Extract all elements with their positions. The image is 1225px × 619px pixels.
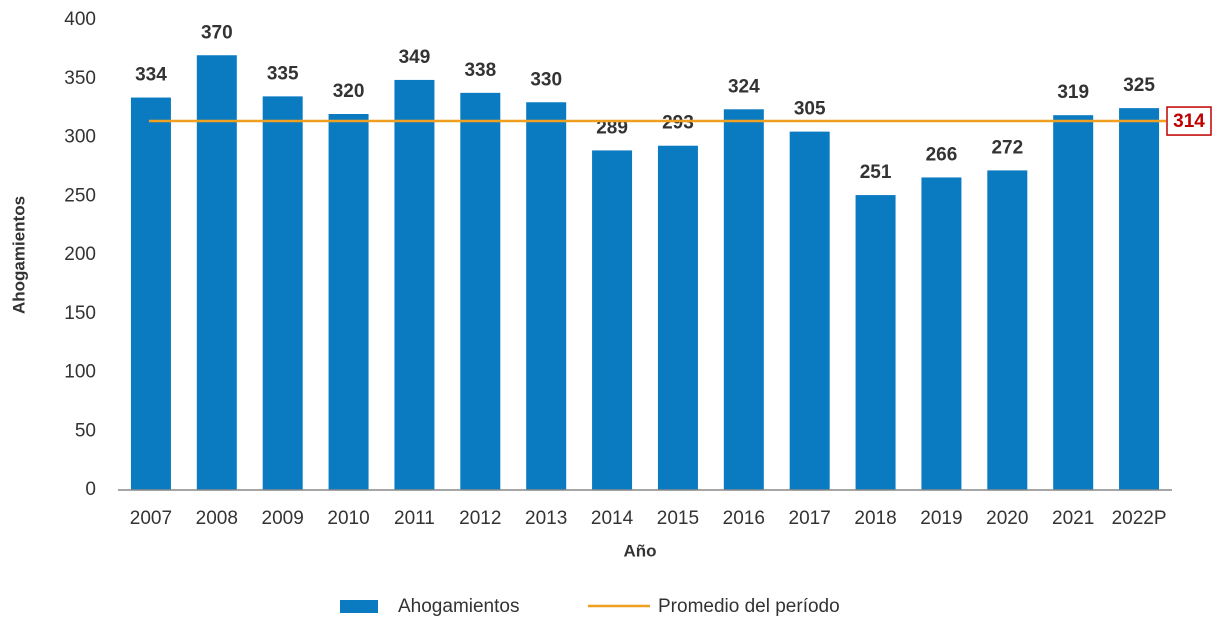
legend-label: Ahogamientos [398,596,519,617]
x-axis-label: Año [623,541,656,560]
bar [592,150,633,491]
bar [855,195,896,490]
bar [460,92,501,490]
value-label: 335 [267,63,299,84]
bar [657,145,698,490]
bar [526,102,567,490]
bar [1119,108,1160,490]
bar [394,79,435,491]
bar [262,96,303,490]
legend-label: Promedio del período [658,596,840,617]
value-label: 293 [662,113,694,134]
value-label: 370 [201,22,233,43]
y-tick-label: 300 [64,127,96,148]
average-label: 314 [1173,111,1205,132]
y-tick-label: 100 [64,362,96,383]
value-label: 305 [794,99,826,120]
x-tick-label: 2010 [327,508,369,529]
value-label: 320 [333,81,365,102]
x-tick-label: 2016 [723,508,765,529]
value-label: 325 [1123,75,1155,96]
value-label: 319 [1057,82,1089,103]
bar [130,97,171,491]
x-tick-label: 2014 [591,508,634,529]
y-axis-label: Ahogamientos [9,196,28,314]
value-label: 266 [926,144,958,165]
x-tick-label: 2009 [262,508,304,529]
x-tick-label: 2018 [854,508,896,529]
value-label: 330 [530,69,562,90]
value-label: 289 [596,117,628,138]
y-tick-label: 150 [64,303,96,324]
value-label: 272 [991,137,1023,158]
bar [196,55,237,490]
bar [1053,115,1094,491]
bar [723,109,764,491]
x-tick-label: 2020 [986,508,1028,529]
bar [921,177,962,490]
x-tick-label: 2008 [196,508,238,529]
y-tick-label: 50 [75,420,96,441]
bar [987,170,1028,490]
value-label: 334 [135,65,167,86]
x-tick-label: 2013 [525,508,567,529]
x-tick-label: 2019 [920,508,962,529]
value-label: 324 [728,76,760,97]
y-tick-label: 350 [64,68,96,89]
value-label: 338 [464,60,496,81]
y-tick-label: 200 [64,244,96,265]
legend-swatch [340,600,378,613]
value-label: 349 [399,47,431,68]
average-label-box [1166,106,1212,136]
x-tick-label: 2007 [130,508,172,529]
value-label: 251 [860,162,892,183]
x-tick-label: 2011 [394,508,435,529]
y-tick-label: 400 [64,9,96,30]
y-tick-label: 0 [85,479,96,500]
x-tick-label: 2017 [789,508,831,529]
bar [328,114,369,490]
x-tick-label: 2012 [459,508,501,529]
y-tick-label: 250 [64,185,96,206]
x-tick-label: 2021 [1052,508,1094,529]
x-tick-label: 2015 [657,508,699,529]
x-tick-label: 2022P [1112,508,1167,529]
bar [789,131,830,490]
